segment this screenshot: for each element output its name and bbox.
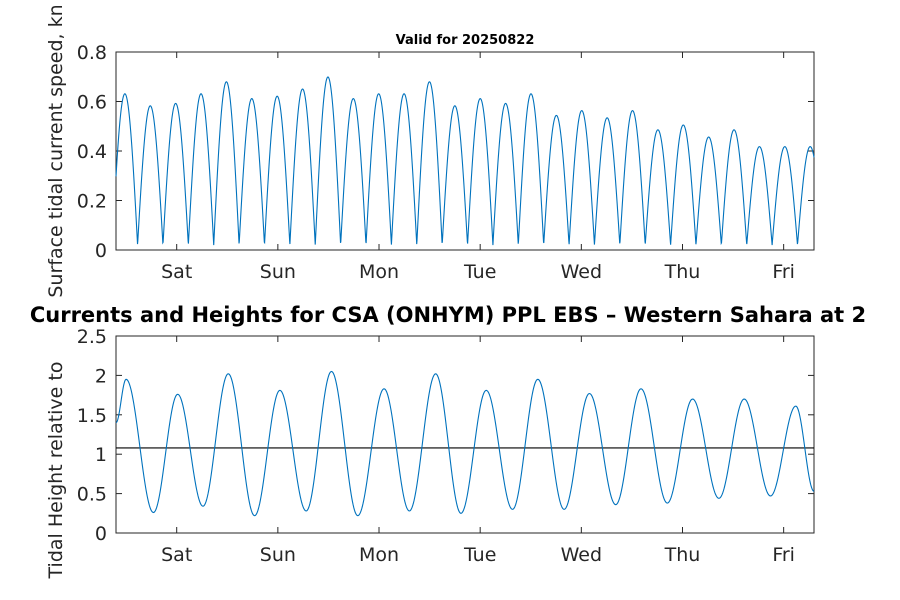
tidal-height-x-tick-label: Mon bbox=[359, 544, 399, 566]
current-speed-x-tick-label: Mon bbox=[359, 261, 399, 283]
tidal-height-x-ticks: Sat Sun Mon Tue Wed Thu Fri bbox=[161, 336, 795, 566]
tidal-height-y-tick-label: 2 bbox=[95, 365, 107, 387]
tidal-height-x-tick-label: Wed bbox=[561, 544, 602, 566]
tidal-height-y-tick-label: 0.5 bbox=[77, 484, 107, 506]
current-speed-x-tick-label: Thu bbox=[664, 261, 701, 283]
current-speed-y-tick-label: 0.4 bbox=[77, 141, 107, 163]
current-speed-y-tick-label: 0 bbox=[95, 240, 107, 262]
current-speed-plot-area bbox=[115, 51, 815, 251]
current-speed-axes: 0 0.2 0.4 0.6 0.8 Sat Sun Mon Tue Wed Thu Fri Vali… bbox=[45, 4, 815, 298]
current-speed-x-ticks: Sat Sun Mon Tue Wed Thu Fri bbox=[161, 52, 795, 283]
tidal-height-y-axis-label: Tidal Height relative to bbox=[45, 362, 67, 580]
current-speed-y-tick-label: 0.8 bbox=[77, 42, 107, 64]
current-speed-x-tick-label: Sat bbox=[161, 261, 192, 283]
current-speed-y-tick-label: 0.6 bbox=[77, 92, 107, 114]
current-speed-series-line bbox=[115, 76, 815, 246]
tidal-height-y-tick-label: 1.5 bbox=[77, 405, 107, 427]
tidal-height-axes: 0 0.5 1 1.5 2 2.5 Sat Sun Mon Tue Wed Thu Fri Tidal… bbox=[30, 303, 866, 579]
tidal-height-x-tick-label: Fri bbox=[772, 544, 795, 566]
tidal-height-x-tick-label: Thu bbox=[664, 544, 701, 566]
tidal-height-y-tick-label: 1 bbox=[95, 444, 107, 466]
current-speed-y-ticks: 0 0.2 0.4 0.6 0.8 bbox=[77, 42, 814, 262]
current-speed-x-tick-label: Sun bbox=[260, 261, 296, 283]
tidal-height-x-tick-label: Sun bbox=[260, 544, 296, 566]
tidal-height-x-tick-label: Sat bbox=[161, 544, 192, 566]
tidal-height-y-tick-label: 2.5 bbox=[77, 326, 107, 348]
tidal-height-x-tick-label: Tue bbox=[463, 544, 496, 566]
tidal-height-y-ticks: 0 0.5 1 1.5 2 2.5 bbox=[77, 326, 814, 545]
current-speed-title: Valid for 20250822 bbox=[396, 33, 535, 48]
current-speed-y-axis-label: Surface tidal current speed, kn bbox=[45, 4, 67, 297]
tidal-height-series-line bbox=[115, 370, 815, 517]
current-speed-x-tick-label: Wed bbox=[561, 261, 602, 283]
current-speed-x-tick-label: Fri bbox=[772, 261, 795, 283]
current-speed-x-tick-label: Tue bbox=[463, 261, 496, 283]
figure-main-title: Currents and Heights for CSA (ONHYM) PPL… bbox=[30, 303, 866, 327]
tidal-height-plot-area bbox=[115, 335, 815, 534]
current-speed-y-tick-label: 0.2 bbox=[77, 191, 107, 213]
tidal-height-y-tick-label: 0 bbox=[95, 523, 107, 545]
